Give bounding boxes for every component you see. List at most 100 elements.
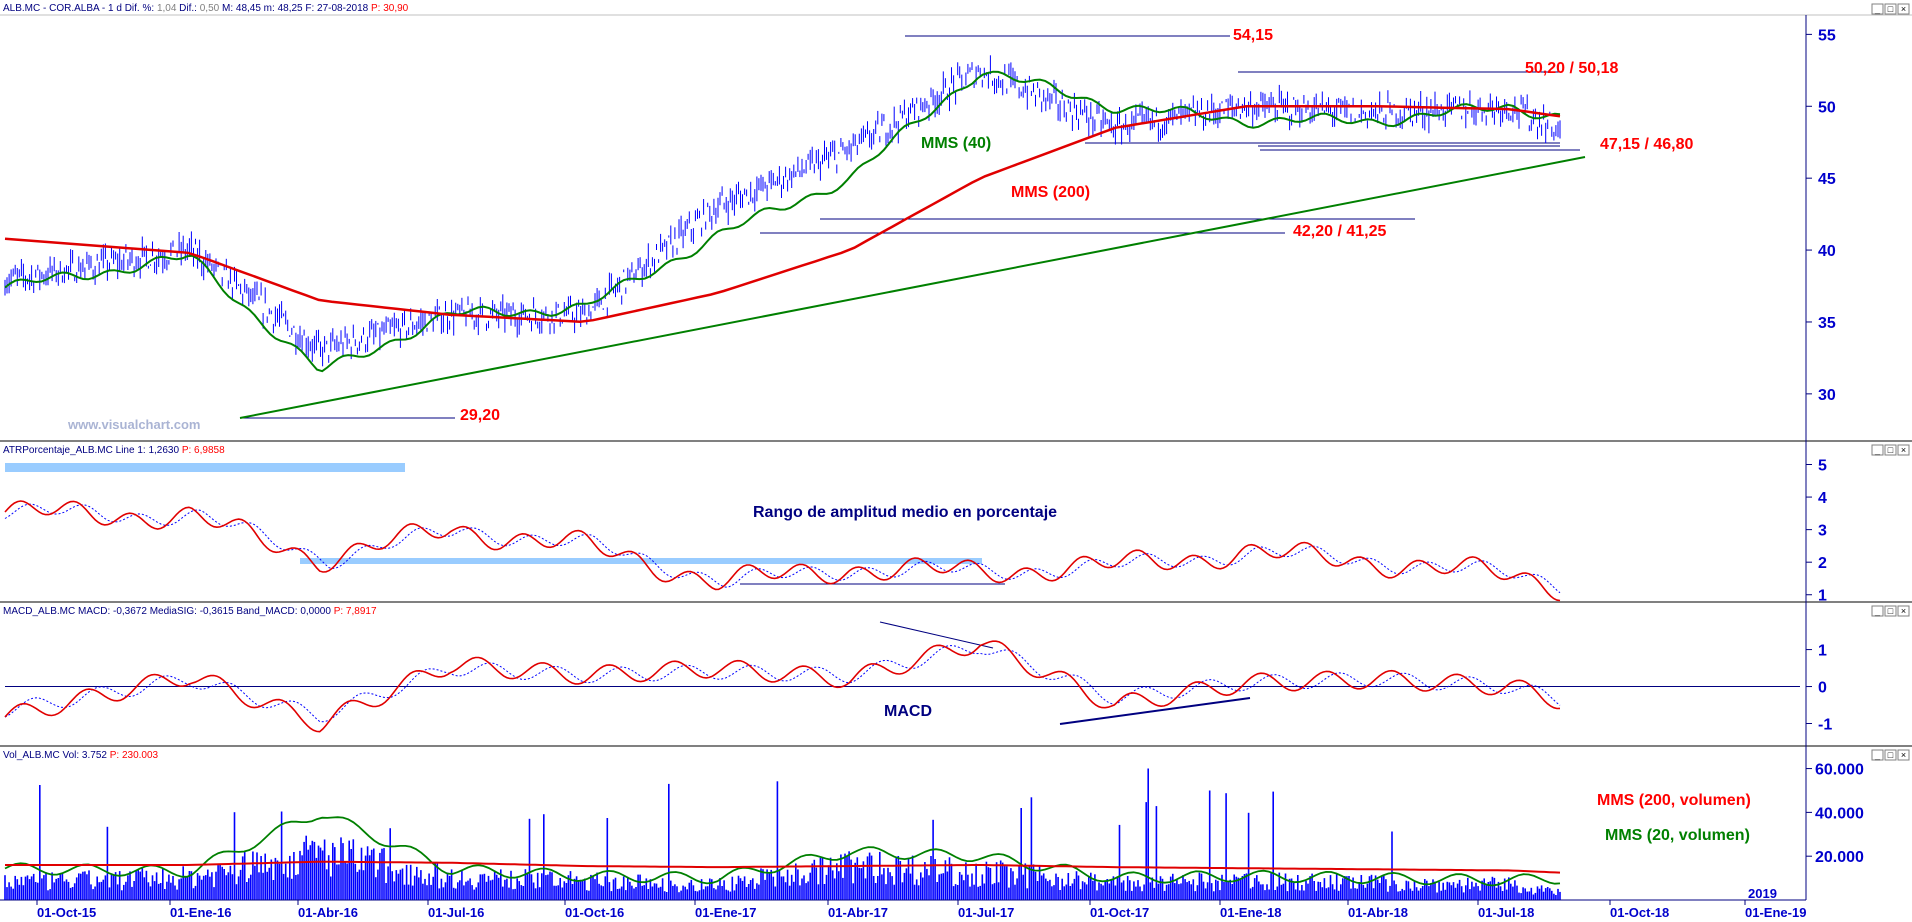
annotation-mms200: MMS (200) bbox=[1011, 184, 1090, 201]
mms200-line bbox=[4, 105, 1561, 323]
atr-panel bbox=[4, 463, 1561, 602]
y-tick-label: 5 bbox=[1818, 458, 1827, 475]
close-icon: × bbox=[1901, 750, 1906, 760]
svg-text:Vol_ALB.MC Vol: 3.752 P: 230.0: Vol_ALB.MC Vol: 3.752 P: 230.003 bbox=[3, 750, 159, 761]
atr-signal-line bbox=[4, 503, 1561, 594]
x-tick-label: 01-Oct-17 bbox=[1090, 905, 1149, 920]
atr-highlight-band bbox=[300, 558, 982, 564]
svg-text:ATRPorcentaje_ALB.MC Line 1: 1: ATRPorcentaje_ALB.MC Line 1: 1,2630 P: 6… bbox=[3, 445, 225, 456]
restore-icon: □ bbox=[1888, 4, 1894, 14]
y-tick-label: 1 bbox=[1818, 643, 1827, 660]
close-icon: × bbox=[1901, 445, 1906, 455]
annotation-mms40: MMS (40) bbox=[921, 135, 991, 152]
panel-window-controls[interactable]: _ □ × bbox=[1871, 605, 1910, 617]
volume-mms200-line bbox=[5, 860, 1561, 874]
atr-highlight-band bbox=[5, 463, 405, 472]
minimize-icon: _ bbox=[1874, 606, 1881, 616]
y-tick-label: 60.000 bbox=[1815, 762, 1864, 779]
x-tick-label: 01-Jul-16 bbox=[428, 905, 484, 920]
minimize-icon[interactable] bbox=[1871, 444, 1884, 456]
annotation-range-top: 50,20 / 50,18 bbox=[1525, 60, 1619, 77]
y-tick-label: 40 bbox=[1818, 243, 1836, 260]
x-tick-label: 01-Ene-17 bbox=[695, 905, 756, 920]
x-tick-label: 01-Abr-18 bbox=[1348, 905, 1408, 920]
annotation-low: 29,20 bbox=[460, 407, 500, 424]
x-tick-label: 01-Abr-16 bbox=[298, 905, 358, 920]
minimize-icon: _ bbox=[1874, 4, 1881, 14]
volume-mms20-line bbox=[4, 816, 1561, 887]
close-icon: × bbox=[1901, 4, 1906, 14]
year-label: 2019 bbox=[1748, 886, 1777, 901]
restore-icon: □ bbox=[1888, 445, 1894, 455]
x-tick-label: 01-Ene-18 bbox=[1220, 905, 1281, 920]
minimize-icon: _ bbox=[1874, 445, 1881, 455]
trend-line bbox=[239, 156, 1586, 419]
macd-line bbox=[4, 640, 1561, 733]
macd-divergence-line bbox=[879, 621, 994, 649]
annotation-vol-mms200: MMS (200, volumen) bbox=[1597, 792, 1751, 809]
x-tick-label: 01-Oct-16 bbox=[565, 905, 624, 920]
y-tick-label: 45 bbox=[1818, 171, 1836, 188]
panel-header-price: ALB.MC - COR.ALBA - 1 d Dif. %: 1,04 Dif… bbox=[0, 0, 1912, 16]
volume-panel bbox=[4, 768, 1561, 900]
price-bars bbox=[4, 55, 1561, 367]
restore-icon: □ bbox=[1888, 750, 1894, 760]
x-tick-label: 01-Oct-18 bbox=[1610, 905, 1669, 920]
watermark: www.visualchart.com bbox=[67, 417, 200, 432]
x-axis: 01-Oct-15 01-Ene-16 01-Abr-16 01-Jul-16 01-O… bbox=[0, 886, 1806, 920]
price-panel bbox=[4, 35, 1586, 419]
restore-icon: □ bbox=[1888, 606, 1894, 616]
y-tick-label: 55 bbox=[1818, 27, 1836, 44]
restore-icon[interactable] bbox=[1884, 749, 1897, 761]
y-tick-label: 20.000 bbox=[1815, 849, 1864, 866]
y-tick-label: 40.000 bbox=[1815, 805, 1864, 822]
annotation-vol-mms20: MMS (20, volumen) bbox=[1605, 827, 1750, 844]
y-tick-label: 3 bbox=[1818, 523, 1827, 540]
close-icon: × bbox=[1901, 606, 1906, 616]
volume-bars bbox=[4, 768, 1561, 900]
svg-text:MACD_ALB.MC MACD: -0,3672 Medi: MACD_ALB.MC MACD: -0,3672 MediaSIG: -0,3… bbox=[3, 606, 377, 617]
panel-window-controls[interactable]: _ □ × bbox=[1871, 444, 1910, 456]
macd-panel bbox=[4, 621, 1800, 733]
x-tick-label: 01-Abr-17 bbox=[828, 905, 888, 920]
annotation-support: 42,20 / 41,25 bbox=[1293, 223, 1387, 240]
macd-divergence-line bbox=[1059, 697, 1251, 725]
macd-signal-line bbox=[4, 645, 1561, 723]
annotation-macd: MACD bbox=[884, 703, 932, 720]
close-icon[interactable] bbox=[1897, 605, 1910, 617]
restore-icon[interactable] bbox=[1884, 3, 1897, 15]
svg-text:ALB.MC - COR.ALBA - 1 d Dif. %: ALB.MC - COR.ALBA - 1 d Dif. %: 1,04 Dif… bbox=[3, 3, 409, 14]
panel-window-controls[interactable]: _ □ × bbox=[1871, 749, 1910, 761]
atr-line bbox=[4, 500, 1561, 602]
y-tick-label: 4 bbox=[1818, 490, 1827, 507]
panel-window-controls[interactable]: _ □ × bbox=[1871, 3, 1910, 15]
x-tick-label: 01-Jul-18 bbox=[1478, 905, 1534, 920]
y-tick-label: 1 bbox=[1818, 588, 1827, 605]
restore-icon[interactable] bbox=[1884, 444, 1897, 456]
restore-icon[interactable] bbox=[1884, 605, 1897, 617]
y-tick-label: 50 bbox=[1818, 99, 1836, 116]
panel-header-atr: ATRPorcentaje_ALB.MC Line 1: 1,2630 P: 6… bbox=[3, 445, 225, 456]
x-tick-label: 01-Ene-19 bbox=[1745, 905, 1806, 920]
annotation-high: 54,15 bbox=[1233, 27, 1273, 44]
close-icon[interactable] bbox=[1897, 444, 1910, 456]
x-tick-label: 01-Ene-16 bbox=[170, 905, 231, 920]
minimize-icon[interactable] bbox=[1871, 749, 1884, 761]
close-icon[interactable] bbox=[1897, 749, 1910, 761]
minimize-icon[interactable] bbox=[1871, 3, 1884, 15]
y-tick-label: 0 bbox=[1818, 680, 1827, 697]
annotation-range-bottom: 47,15 / 46,80 bbox=[1600, 136, 1694, 153]
y-tick-label: 2 bbox=[1818, 555, 1827, 572]
panel-header-macd: MACD_ALB.MC MACD: -0,3672 MediaSIG: -0,3… bbox=[3, 606, 377, 617]
minimize-icon: _ bbox=[1874, 750, 1881, 760]
panel-header-vol: Vol_ALB.MC Vol: 3.752 P: 230.003 bbox=[3, 750, 159, 761]
close-icon[interactable] bbox=[1897, 3, 1910, 15]
y-tick-label: -1 bbox=[1818, 717, 1832, 734]
y-tick-label: 35 bbox=[1818, 315, 1836, 332]
minimize-icon[interactable] bbox=[1871, 605, 1884, 617]
x-tick-label: 01-Jul-17 bbox=[958, 905, 1014, 920]
annotation-atr: Rango de amplitud medio en porcentaje bbox=[753, 504, 1057, 521]
mms40-line bbox=[4, 70, 1561, 373]
